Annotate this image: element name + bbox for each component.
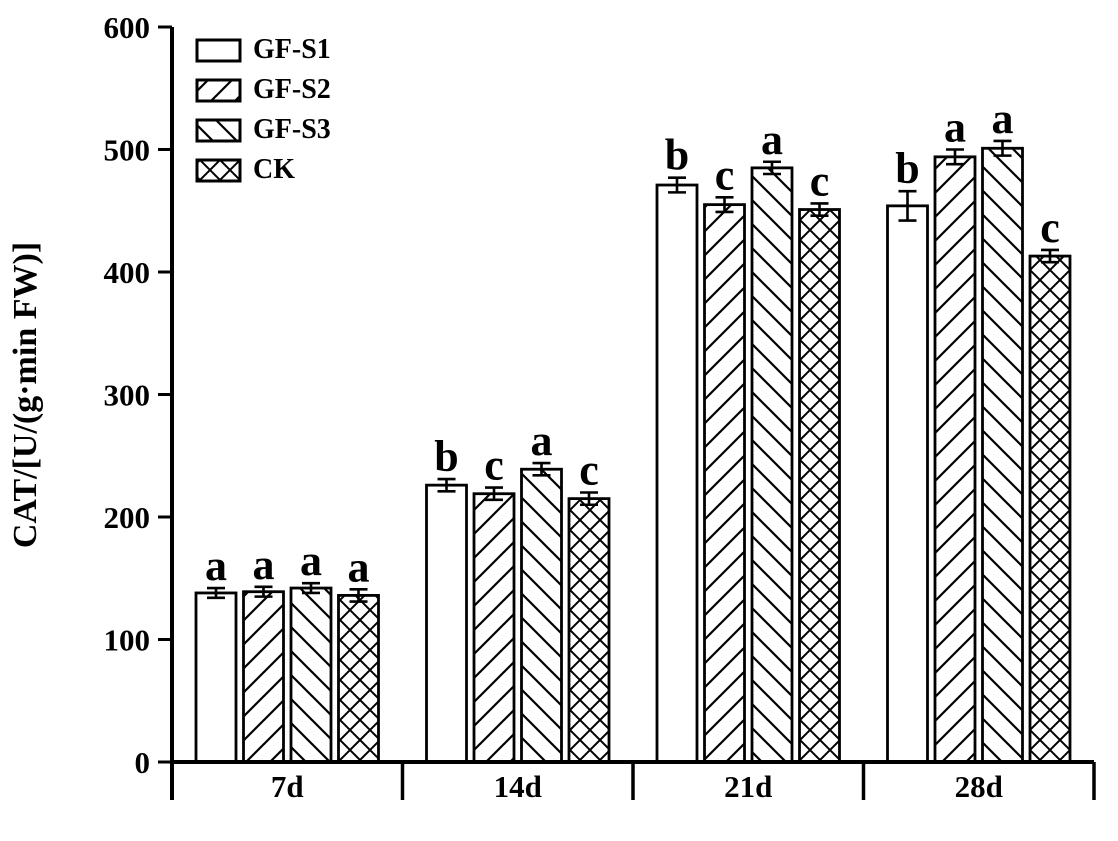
- bar-CK-28d: [1028, 254, 1072, 764]
- legend-item-CK: CK: [195, 154, 295, 185]
- error-bar-GF-S2-28d: [946, 148, 964, 166]
- sig-letter-GF-S2-14d: c: [484, 441, 504, 490]
- sig-letter-GF-S2-28d: a: [944, 103, 966, 152]
- sig-letter-GF-S2-21d: c: [715, 150, 735, 199]
- legend-swatch-GF-S1: [195, 38, 242, 63]
- bar-GF-S1-28d: [886, 204, 929, 764]
- legend-swatch-GF-S2: [195, 78, 242, 103]
- bar-GF-S3-14d: [520, 467, 563, 764]
- x-group-label-7d: 7d: [271, 769, 304, 804]
- error-bar-CK-21d: [810, 202, 829, 217]
- y-tick-label-400: 400: [104, 255, 151, 290]
- legend-swatch-GF-S3: [195, 118, 242, 143]
- bar-GF-S2-14d: [472, 492, 516, 764]
- bar-CK-21d: [798, 208, 841, 764]
- error-bar-GF-S3-14d: [532, 461, 551, 477]
- bar-GF-S3-7d: [289, 586, 333, 764]
- sig-letter-CK-14d: c: [579, 446, 599, 495]
- bar-GF-S2-28d: [933, 155, 977, 764]
- sig-letter-CK-21d: c: [810, 156, 830, 205]
- sig-letter-GF-S1-21d: b: [665, 131, 689, 180]
- y-tick-label-100: 100: [104, 623, 151, 658]
- error-bar-GF-S2-21d: [715, 195, 734, 214]
- error-bar-GF-S3-28d: [993, 139, 1012, 157]
- error-bar-CK-28d: [1041, 248, 1059, 264]
- bar-GF-S1-21d: [655, 183, 699, 764]
- error-bar-GF-S1-14d: [437, 477, 456, 493]
- bar-GF-S3-28d: [981, 146, 1024, 764]
- legend-swatch-CK: [195, 158, 242, 183]
- x-group-label-14d: 14d: [494, 769, 542, 804]
- sig-letter-CK-28d: c: [1040, 203, 1060, 252]
- y-tick-label-0: 0: [135, 745, 151, 780]
- x-group-label-28d: 28d: [955, 769, 1003, 804]
- legend-label-CK: CK: [253, 154, 295, 185]
- sig-letter-GF-S1-28d: b: [895, 144, 919, 193]
- legend-item-GF-S2: GF-S2: [195, 74, 331, 105]
- sig-letter-GF-S3-28d: a: [992, 94, 1014, 143]
- legend-item-GF-S3: GF-S3: [195, 114, 331, 145]
- bar-GF-S1-14d: [425, 483, 468, 764]
- sig-letter-GF-S1-7d: a: [205, 541, 227, 590]
- error-bar-GF-S2-7d: [254, 585, 273, 598]
- y-tick-label-200: 200: [104, 500, 151, 535]
- bar-GF-S2-21d: [703, 203, 746, 764]
- bar-GF-S1-7d: [194, 591, 238, 764]
- sig-letter-GF-S3-14d: a: [531, 416, 553, 465]
- sig-letter-GF-S2-7d: a: [253, 540, 275, 589]
- sig-letter-GF-S3-21d: a: [761, 115, 783, 164]
- error-bar-GF-S1-7d: [207, 586, 225, 600]
- legend-label-GF-S1: GF-S1: [253, 34, 331, 65]
- bar-GF-S2-7d: [242, 590, 285, 764]
- error-bar-GF-S3-21d: [763, 160, 781, 176]
- legend-label-GF-S3: GF-S3: [253, 114, 331, 145]
- y-tick-label-600: 600: [104, 10, 151, 45]
- x-group-label-21d: 21d: [724, 769, 772, 804]
- sig-letter-GF-S3-7d: a: [300, 536, 322, 585]
- bar-CK-7d: [337, 594, 380, 764]
- error-bar-CK-7d: [349, 587, 368, 603]
- error-bar-CK-14d: [580, 491, 598, 507]
- bar-CK-14d: [567, 497, 611, 764]
- bar-GF-S3-21d: [750, 166, 794, 764]
- y-axis-title: CAT/[U/(g·min FW)]: [7, 242, 44, 548]
- error-bar-GF-S1-21d: [668, 176, 686, 194]
- error-bar-GF-S1-28d: [898, 189, 917, 222]
- y-tick-label-300: 300: [104, 378, 151, 413]
- y-tick-label-500: 500: [104, 133, 151, 168]
- error-bar-GF-S2-14d: [485, 486, 503, 502]
- legend-label-GF-S2: GF-S2: [253, 74, 331, 105]
- sig-letter-CK-7d: a: [348, 542, 370, 591]
- error-bar-GF-S3-7d: [302, 581, 320, 595]
- legend-item-GF-S1: GF-S1: [195, 34, 331, 65]
- sig-letter-GF-S1-14d: b: [434, 432, 458, 481]
